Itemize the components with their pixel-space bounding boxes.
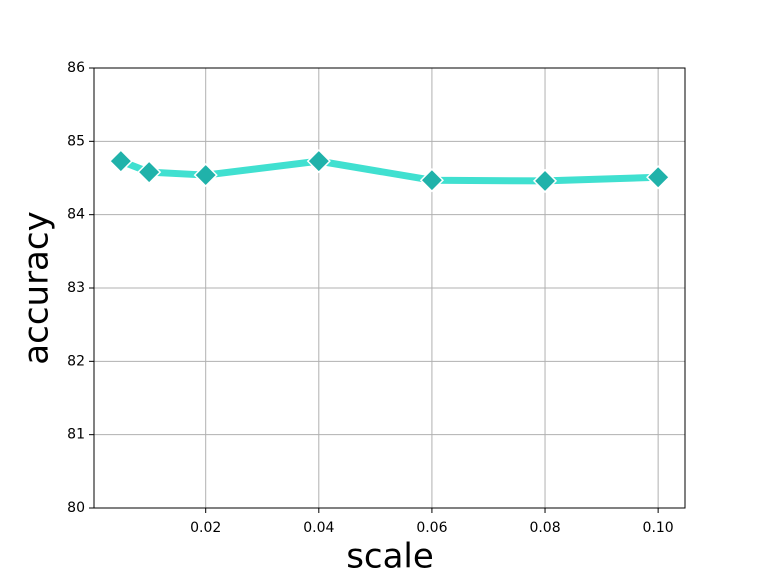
y-tick-label: 82 — [67, 353, 85, 369]
x-tick-label: 0.10 — [643, 520, 674, 536]
marker — [137, 160, 162, 185]
y-axis-label: accuracy — [17, 211, 57, 364]
marker — [419, 168, 444, 193]
y-tick-label: 83 — [67, 280, 85, 296]
y-tick-label: 81 — [67, 427, 85, 443]
x-tick-label: 0.06 — [416, 520, 447, 536]
x-axis-label: scale — [346, 537, 434, 571]
y-tick-label: 85 — [67, 133, 85, 149]
plot-frame — [93, 67, 686, 509]
marker — [108, 149, 133, 174]
x-tick-label: 0.08 — [529, 520, 560, 536]
marker — [193, 163, 218, 188]
marker — [532, 168, 558, 193]
y-tick-label: 84 — [67, 207, 85, 223]
x-tick-label: 0.04 — [303, 520, 334, 536]
marker — [306, 149, 331, 174]
y-tick-label: 86 — [67, 60, 85, 76]
x-tick-label: 0.02 — [190, 520, 221, 536]
y-tick-label: 80 — [67, 500, 85, 516]
marker — [646, 165, 671, 190]
